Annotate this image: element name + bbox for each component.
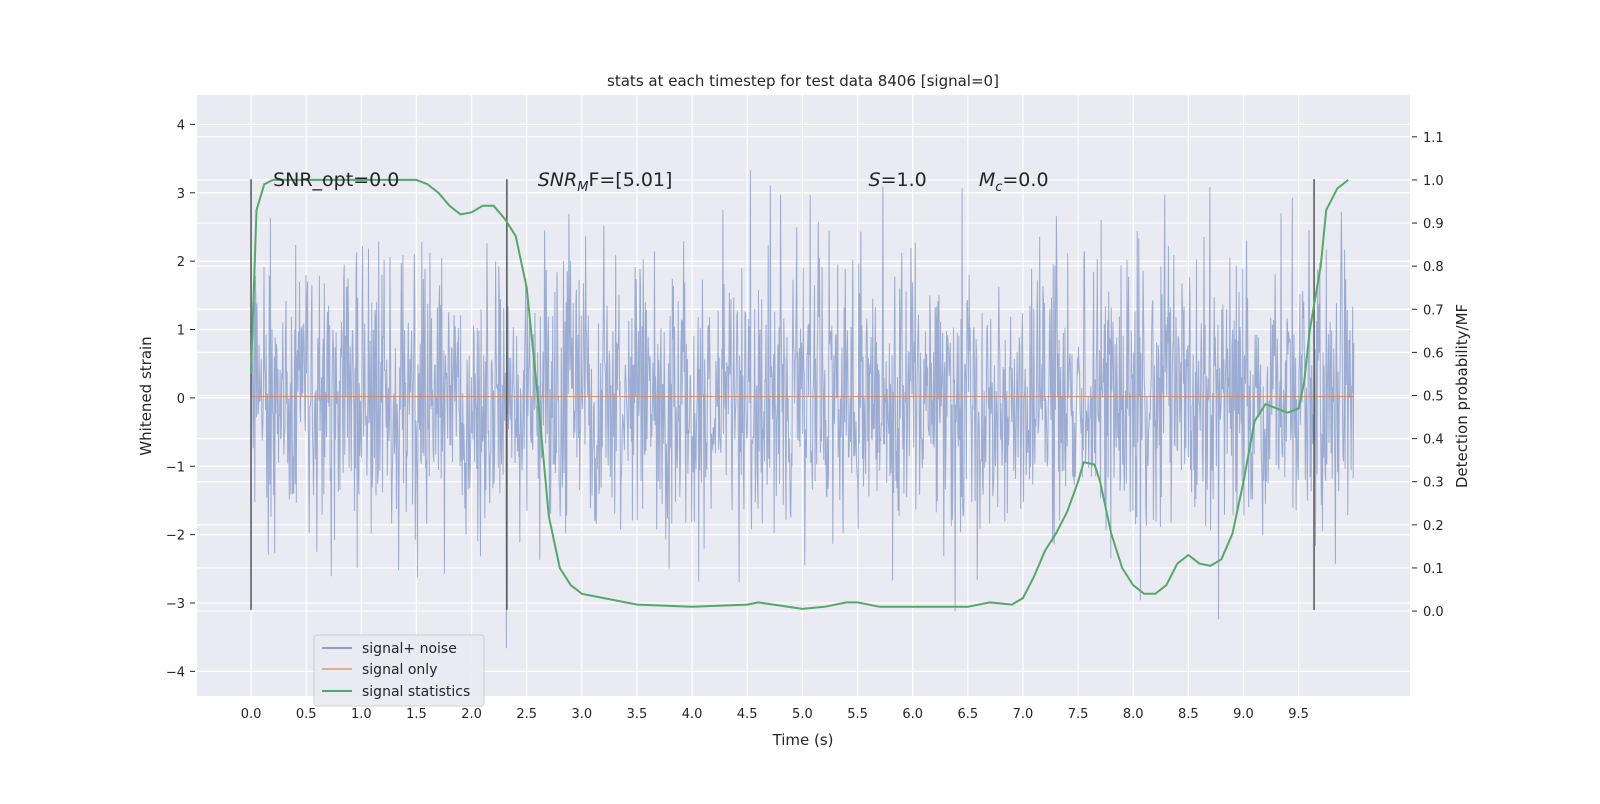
annotation-tail: =1.0 <box>881 169 927 191</box>
x-tick-label: 7.0 <box>1013 707 1034 722</box>
tick-labels: 0.0 0.5 1.0 1.5 2.0 2.5 3.0 3.5 4.0 4.5 5.0 5.5 6.0 6… <box>166 118 1444 722</box>
x-tick-label: 6.0 <box>902 707 923 722</box>
y-right-tick-label: 0.8 <box>1423 260 1444 275</box>
legend-box <box>313 634 485 707</box>
annotation-main: S <box>869 169 881 191</box>
x-tick-label: 0.5 <box>296 707 317 722</box>
annotation-subscript: c <box>995 180 1002 195</box>
x-tick-label: 2.0 <box>461 707 482 722</box>
y-right-tick-label: 0.3 <box>1423 476 1444 491</box>
annotation: Mc=0.0 <box>979 169 1049 195</box>
x-tick-label: 7.5 <box>1068 707 1089 722</box>
y-right-tick-label: 0.0 <box>1423 605 1444 620</box>
x-tick-label: 3.0 <box>572 707 593 722</box>
annotation: S=1.0 <box>869 169 927 191</box>
annotation-main: SNR <box>538 169 577 191</box>
y-tick-label: −3 <box>166 597 185 612</box>
x-tick-label: 5.5 <box>847 707 868 722</box>
x-tick-label: 8.0 <box>1123 707 1144 722</box>
annotation: SNR_opt=0.0 <box>273 169 399 191</box>
chart-title: stats at each timestep for test data 840… <box>607 72 999 90</box>
y-right-tick-label: 0.1 <box>1423 562 1444 577</box>
y-right-tick-label: 0.4 <box>1423 433 1444 448</box>
y-tick-label: 2 <box>177 255 185 270</box>
signal-noise-line <box>250 170 1355 649</box>
x-tick-label: 9.0 <box>1233 707 1254 722</box>
legend-label-noise: signal+ noise <box>362 641 457 657</box>
x-tick-label: 0.0 <box>241 707 262 722</box>
chart-marks: SNR_opt=0.0 SNRMF=[5.01] S=1.0 Mc=0.0 <box>250 169 1354 610</box>
y-right-tick-label: 0.5 <box>1423 390 1444 405</box>
x-tick-label: 5.0 <box>792 707 813 722</box>
y-tick-label: 0 <box>177 392 185 407</box>
x-tick-label: 1.0 <box>351 707 372 722</box>
x-tick-label: 6.5 <box>957 707 978 722</box>
legend-label-signal: signal only <box>362 662 437 678</box>
annotation: SNRMF=[5.01] <box>538 169 673 195</box>
y-tick-label: −4 <box>166 665 185 680</box>
y-right-tick-label: 0.6 <box>1423 346 1444 361</box>
y-right-tick-label: 1.0 <box>1423 174 1444 189</box>
y-right-tick-label: 0.9 <box>1423 217 1444 232</box>
y-right-tick-label: 0.7 <box>1423 303 1444 318</box>
x-tick-label: 3.5 <box>627 707 648 722</box>
y-tick-label: 1 <box>177 324 185 339</box>
y-tick-label: 3 <box>177 187 185 202</box>
x-tick-label: 9.5 <box>1288 707 1309 722</box>
x-tick-label: 4.0 <box>682 707 703 722</box>
annotation-tail: =0.0 <box>1002 169 1048 191</box>
x-tick-label: 4.5 <box>737 707 758 722</box>
y-right-tick-label: 0.2 <box>1423 519 1444 534</box>
y-axis-right-label: Detection probability/MF <box>1453 304 1471 488</box>
y-tick-label: −2 <box>166 529 185 544</box>
legend: signal+ noise signal only signal statist… <box>313 634 485 707</box>
x-tick-label: 2.5 <box>516 707 537 722</box>
noise-series <box>250 170 1355 649</box>
annotation-main: M <box>979 169 995 191</box>
y-axis-label: Whitened strain <box>137 336 155 455</box>
signal-statistics-line <box>250 178 1349 610</box>
annotation-subscript: M <box>577 180 588 195</box>
legend-label-stats: signal statistics <box>362 684 470 700</box>
y-tick-label: 4 <box>177 118 185 133</box>
x-tick-label: 8.5 <box>1178 707 1199 722</box>
annotation-tail: F=[5.01] <box>588 169 672 191</box>
x-tick-label: 1.5 <box>406 707 427 722</box>
x-axis-label: Time (s) <box>772 731 834 749</box>
y-right-tick-label: 1.1 <box>1423 131 1444 146</box>
y-tick-label: −1 <box>166 460 185 475</box>
